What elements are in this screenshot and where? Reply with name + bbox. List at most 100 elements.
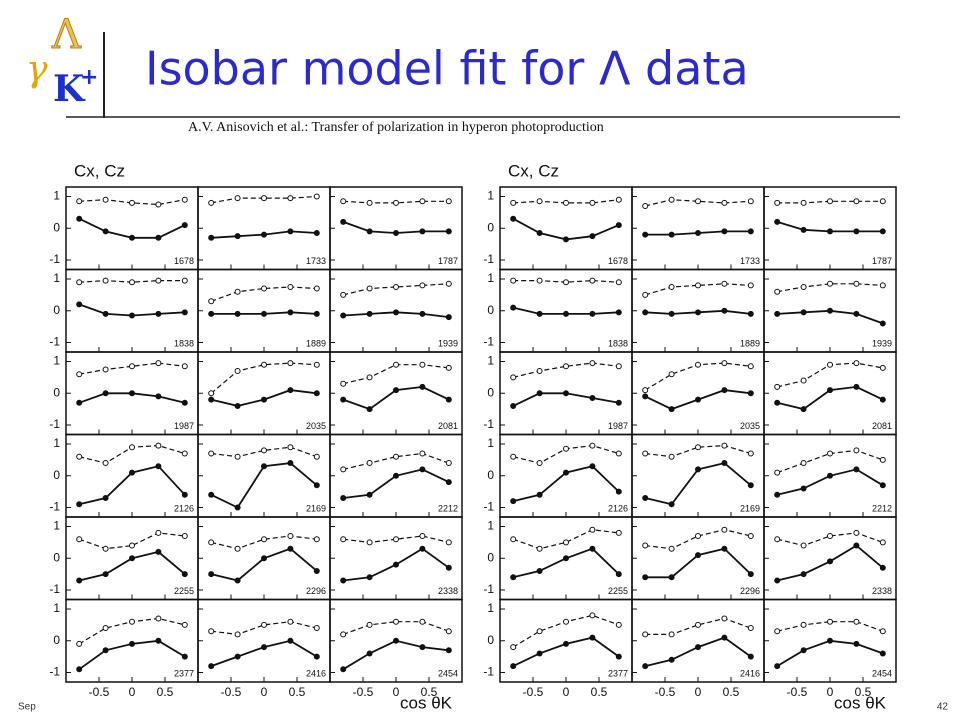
energy-label: 2212 xyxy=(872,503,892,513)
data-point xyxy=(668,631,675,638)
data-point xyxy=(774,199,781,206)
data-point xyxy=(747,533,754,540)
data-point xyxy=(419,533,426,540)
data-point xyxy=(774,218,781,225)
fit-curve xyxy=(644,636,752,667)
data-point xyxy=(563,469,569,476)
data-point xyxy=(853,310,860,317)
data-point xyxy=(102,390,109,397)
data-point xyxy=(313,193,320,200)
data-point xyxy=(234,504,241,511)
data-point xyxy=(668,501,675,508)
data-point xyxy=(510,402,517,409)
data-point xyxy=(747,198,754,205)
energy-label: 1939 xyxy=(872,338,892,348)
y-tick-label: -1 xyxy=(483,335,494,349)
data-point xyxy=(419,466,426,473)
data-point xyxy=(261,361,267,368)
data-point xyxy=(536,230,543,237)
data-point xyxy=(615,196,622,203)
data-point xyxy=(366,539,373,546)
data-point xyxy=(208,628,215,635)
data-point xyxy=(721,360,728,367)
fit-curve xyxy=(512,529,619,550)
data-point xyxy=(261,310,267,317)
data-point xyxy=(827,387,833,394)
data-point xyxy=(76,301,83,308)
x-axis-label: cos θK xyxy=(400,693,453,712)
data-point xyxy=(340,466,347,473)
data-point xyxy=(261,463,267,470)
data-point xyxy=(419,198,426,205)
data-point xyxy=(774,491,781,498)
data-point xyxy=(827,450,833,457)
data-point xyxy=(615,529,622,536)
data-point xyxy=(695,198,701,205)
data-point xyxy=(800,542,807,549)
data-point xyxy=(774,383,781,390)
y-tick-label: 1 xyxy=(53,271,60,285)
data-point xyxy=(419,361,426,368)
data-point xyxy=(181,309,188,316)
data-point xyxy=(340,536,347,543)
data-point xyxy=(181,222,188,229)
data-point xyxy=(393,453,399,460)
data-point xyxy=(853,542,860,549)
y-tick-label: 1 xyxy=(53,601,60,615)
data-point xyxy=(76,501,83,508)
data-point xyxy=(287,545,294,552)
data-point xyxy=(234,577,241,584)
data-point xyxy=(155,442,162,449)
data-point xyxy=(615,222,622,229)
fit-curve xyxy=(211,621,317,636)
x-axis-label: cos θK xyxy=(834,693,887,712)
data-point xyxy=(287,228,294,235)
data-point xyxy=(615,399,622,406)
data-point xyxy=(340,666,347,673)
fit-curve xyxy=(645,444,751,458)
x-tick-label: 0.5 xyxy=(157,685,174,699)
x-tick-label: 0 xyxy=(393,685,400,699)
data-point xyxy=(313,625,320,632)
data-point xyxy=(536,650,543,657)
data-point xyxy=(563,555,569,562)
data-point xyxy=(208,396,215,403)
data-point xyxy=(208,571,215,578)
fit-curve xyxy=(512,217,620,241)
data-point xyxy=(695,621,701,628)
data-point xyxy=(313,390,320,397)
data-point xyxy=(827,228,833,235)
data-point xyxy=(419,228,426,235)
data-point xyxy=(510,199,517,206)
data-point xyxy=(510,304,517,311)
data-point xyxy=(800,460,807,467)
data-point xyxy=(642,542,649,549)
fit-curve xyxy=(79,362,185,375)
data-point xyxy=(879,482,886,489)
data-point xyxy=(287,637,294,644)
data-point xyxy=(800,485,807,492)
data-point xyxy=(536,390,543,397)
data-point xyxy=(642,450,649,457)
data-point xyxy=(366,574,373,581)
x-tick-label: -0.5 xyxy=(353,685,374,699)
data-point xyxy=(589,526,596,533)
data-point xyxy=(366,228,373,235)
x-tick-label: 0 xyxy=(695,685,702,699)
y-tick-label: 1 xyxy=(487,436,494,450)
data-point xyxy=(668,231,675,238)
data-point xyxy=(589,277,596,284)
fit-curve xyxy=(78,532,185,550)
data-point xyxy=(721,442,728,449)
data-point xyxy=(208,491,215,498)
data-point xyxy=(536,567,543,574)
data-point xyxy=(536,198,543,205)
data-point xyxy=(155,637,162,644)
data-point xyxy=(721,545,728,552)
data-point xyxy=(853,466,860,473)
data-point xyxy=(129,555,135,562)
data-point xyxy=(393,199,399,206)
data-point xyxy=(129,469,135,476)
energy-label: 2169 xyxy=(306,503,326,513)
data-point xyxy=(366,406,373,413)
